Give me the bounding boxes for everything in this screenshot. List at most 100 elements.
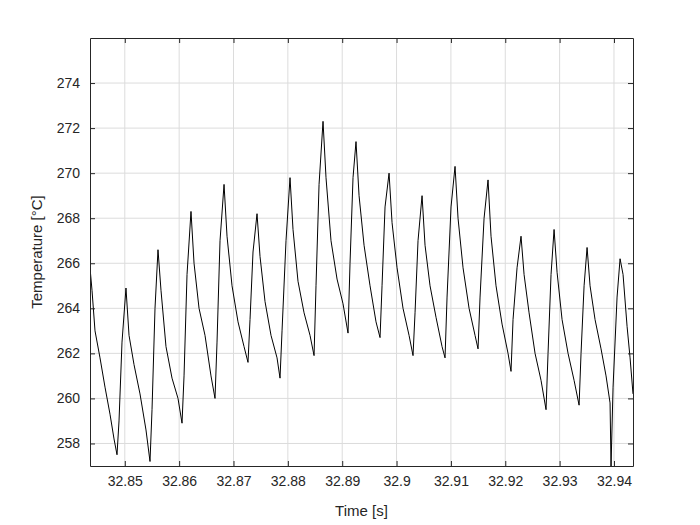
x-axis-tick-label: 32.89 [325, 473, 360, 489]
y-axis-tick-label: 268 [57, 210, 81, 226]
x-axis-top-tick-mark [233, 38, 234, 43]
x-axis-tick-label: 32.87 [216, 473, 251, 489]
x-axis-tick: 32.93 [543, 461, 578, 489]
y-grid-line [90, 443, 633, 444]
y-axis-tick-mark [90, 398, 95, 399]
x-grid-line [613, 38, 614, 466]
x-grid-line [233, 38, 234, 466]
x-grid-line [124, 38, 125, 466]
x-axis-top-tick [505, 38, 506, 43]
x-axis-tick-label: 32.88 [271, 473, 306, 489]
y-grid-line [90, 308, 633, 309]
y-axis-tick-label: 270 [57, 165, 81, 181]
y-axis-tick: 258 [57, 435, 95, 451]
y-axis-tick-label: 266 [57, 255, 81, 271]
x-axis-tick-mark [451, 461, 452, 466]
y-grid-line [90, 173, 633, 174]
x-axis-tick-mark [179, 461, 180, 466]
y-axis-tick-label: 272 [57, 120, 81, 136]
x-grid-line [450, 38, 451, 466]
temperature-line [90, 121, 633, 466]
x-axis-tick: 32.86 [162, 461, 197, 489]
x-axis-tick-mark [614, 461, 615, 466]
y-axis-tick-label: 274 [57, 75, 81, 91]
y-axis-tick-mark [90, 128, 95, 129]
y-axis-tick: 272 [57, 120, 95, 136]
y-axis-right-tick [628, 398, 633, 399]
y-axis-tick-mark [90, 83, 95, 84]
x-axis-tick-label: 32.9 [383, 473, 410, 489]
y-axis-tick-mark [90, 218, 95, 219]
y-grid-line [90, 128, 633, 129]
x-axis-tick-label: 32.92 [488, 473, 523, 489]
y-axis-right-tick-mark [628, 128, 633, 129]
y-axis-tick-label: 262 [57, 345, 81, 361]
x-axis-tick-mark [233, 461, 234, 466]
y-axis-right-tick [628, 83, 633, 84]
x-grid-line [287, 38, 288, 466]
y-axis-right-tick-mark [628, 173, 633, 174]
x-axis-tick-label: 32.91 [434, 473, 469, 489]
x-axis-tick-label: 32.86 [162, 473, 197, 489]
x-axis-top-tick-mark [125, 38, 126, 43]
x-axis-tick-mark [288, 461, 289, 466]
x-axis-top-tick-mark [397, 38, 398, 43]
x-axis-top-tick [288, 38, 289, 43]
x-axis-tick: 32.92 [488, 461, 523, 489]
x-axis-top-tick [397, 38, 398, 43]
y-axis-right-tick-mark [628, 263, 633, 264]
chart: 32.85 32.86 32.87 32.88 32.89 32.9 32.91 32.92 3… [0, 0, 700, 525]
x-axis-top-tick [179, 38, 180, 43]
x-axis: 32.85 32.86 32.87 32.88 32.89 32.9 32.91 32.92 3… [91, 461, 634, 489]
y-axis-right-tick-mark [628, 443, 633, 444]
x-axis-tick-mark [397, 461, 398, 466]
y-grid-line [90, 398, 633, 399]
x-axis-top-tick-mark [505, 38, 506, 43]
y-axis: 258 260 262 264 266 268 270 272 274 [57, 39, 95, 467]
x-axis-top-tick-mark [342, 38, 343, 43]
x-axis-top-tick [614, 38, 615, 43]
x-axis-line [91, 466, 634, 467]
x-axis-top-tick [560, 38, 561, 43]
y-axis-tick-label: 260 [57, 390, 81, 406]
y-axis-tick: 262 [57, 345, 95, 361]
x-axis-tick-mark [342, 461, 343, 466]
y-axis-right [628, 39, 634, 467]
x-grid-line [396, 38, 397, 466]
y-axis-tick: 268 [57, 210, 95, 226]
x-axis-top-tick [342, 38, 343, 43]
x-axis-tick-mark [505, 461, 506, 466]
x-axis-tick-label: 32.85 [108, 473, 143, 489]
x-axis-tick: 32.87 [216, 461, 251, 489]
x-axis-title: Time [s] [335, 502, 388, 519]
y-axis-tick: 274 [57, 75, 95, 91]
x-axis-tick-mark [560, 461, 561, 466]
y-axis-right-tick-mark [628, 353, 633, 354]
x-axis-tick: 32.88 [271, 461, 306, 489]
y-axis-tick-mark [90, 308, 95, 309]
x-axis-top-tick-mark [179, 38, 180, 43]
y-axis-right-tick-mark [628, 83, 633, 84]
x-axis-top-tick-mark [451, 38, 452, 43]
series-group [90, 121, 633, 466]
x-axis-tick: 32.91 [434, 461, 469, 489]
y-axis-right-tick [628, 308, 633, 309]
x-axis-top-tick-mark [288, 38, 289, 43]
x-axis-tick-label: 32.94 [597, 473, 632, 489]
x-axis-tick: 32.89 [325, 461, 360, 489]
y-axis-right-tick [628, 128, 633, 129]
x-grid-line [342, 38, 343, 466]
x-axis-tick-label: 32.93 [543, 473, 578, 489]
x-axis-top-line [91, 38, 634, 39]
x-axis-top-tick [125, 38, 126, 43]
y-axis-right-tick [628, 263, 633, 264]
y-axis-tick: 260 [57, 390, 95, 406]
y-axis-tick: 266 [57, 255, 95, 271]
y-axis-line [90, 39, 91, 467]
y-grid-line [90, 353, 633, 354]
y-axis-right-tick-mark [628, 398, 633, 399]
y-axis-tick-label: 258 [57, 435, 81, 451]
plot-background [90, 38, 633, 466]
y-axis-title: Temperature [°C] [28, 195, 45, 309]
y-axis-tick: 264 [57, 300, 95, 316]
